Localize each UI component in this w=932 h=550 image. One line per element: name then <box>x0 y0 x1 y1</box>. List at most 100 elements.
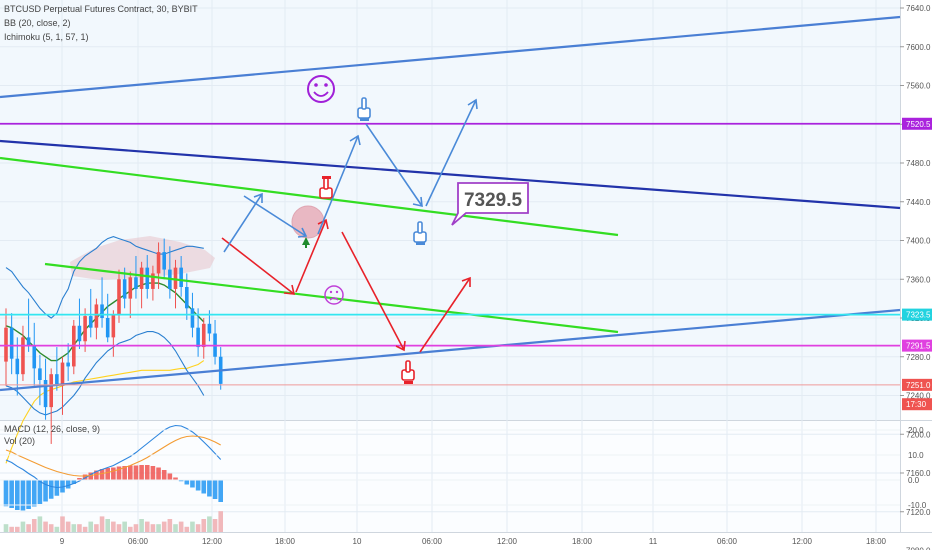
volume-bar <box>65 521 71 532</box>
candle-body <box>145 267 150 289</box>
macd-histogram-bar <box>218 480 223 502</box>
macd-histogram-bar <box>43 480 48 502</box>
price-tag-background <box>902 117 932 130</box>
candle-body <box>83 316 87 342</box>
pointing-hand-red-down-icon <box>401 360 415 384</box>
price-tick-label: 7080.0 <box>906 547 931 550</box>
ichimoku-lower-line <box>5 360 205 464</box>
signal-line <box>5 435 221 477</box>
price-tick-label: 7200.0 <box>906 430 931 439</box>
macd-histogram-bar <box>9 480 14 508</box>
volume-bar <box>212 519 218 532</box>
macd-histogram-bar <box>161 470 167 480</box>
volume-bar <box>139 519 144 532</box>
volume-bar <box>122 521 127 532</box>
macd-line <box>5 424 222 489</box>
horizontal-levels <box>0 122 900 386</box>
macd-histogram-bar <box>173 477 178 480</box>
time-tick-label: 11 <box>649 537 658 546</box>
macd-histogram-bar <box>156 467 161 480</box>
macd-tick-label: 20.0 <box>908 426 924 435</box>
macd-histogram-bar <box>167 473 173 480</box>
candle-body <box>128 277 133 299</box>
candle-body <box>66 362 70 367</box>
candle-body <box>9 327 14 359</box>
volume-bar <box>156 524 161 532</box>
macd-axis[interactable]: 20.0 10.0 0.0 -10.0 <box>0 426 927 510</box>
candle-body <box>38 368 42 380</box>
volume-bar <box>184 526 190 532</box>
candle-body <box>179 267 183 287</box>
price-tick-label: 7560.0 <box>906 82 931 91</box>
candle-body <box>105 318 110 338</box>
volume-bar <box>116 524 122 532</box>
volume-bar <box>54 526 60 532</box>
time-tick-label: 9 <box>60 537 65 546</box>
lower-channel-line[interactable] <box>0 308 901 392</box>
macd-histogram-bar <box>195 480 201 491</box>
highlight-circle[interactable] <box>291 205 325 239</box>
time-tick-label: 18:00 <box>866 537 887 546</box>
macd-histogram-bar <box>128 465 133 480</box>
volume-bar <box>218 511 223 532</box>
macd-histogram-bar <box>3 480 9 507</box>
volume-bar <box>26 524 31 532</box>
volume-bar <box>167 519 173 532</box>
price-tag-background <box>902 339 932 352</box>
candle-body <box>162 252 166 270</box>
candle-body <box>207 323 212 334</box>
time-tick-label: 06:00 <box>422 537 443 546</box>
volume-bar <box>20 521 26 532</box>
candle-body <box>151 273 155 289</box>
price-axis[interactable]: 7640.07600.07560.07520.07480.07440.07400… <box>900 4 931 550</box>
volume-bar <box>94 524 99 532</box>
bb-upper-band <box>5 236 204 319</box>
volume-bar <box>77 524 82 532</box>
volume-bar <box>144 521 150 532</box>
candle-body <box>15 358 20 375</box>
green-upper-trendline[interactable] <box>0 156 619 237</box>
green-lower-trendline[interactable] <box>44 262 619 334</box>
time-axis[interactable]: 9 06:00 12:00 18:00 10 06:00 12:00 18:00 11 06:00… <box>60 537 887 546</box>
price-callout-text: 7329.5 <box>464 190 523 211</box>
macd-histogram-bar <box>37 480 43 504</box>
resistance-trendline[interactable] <box>0 139 901 210</box>
volume-bars <box>3 511 223 532</box>
bb-lower-band <box>5 331 205 416</box>
upper-channel-line[interactable] <box>0 15 901 99</box>
volume-bar <box>99 516 105 532</box>
price-tag-background <box>902 398 932 411</box>
macd-histogram-bar <box>77 478 82 480</box>
price-tag-label: 7291.5 <box>906 342 931 351</box>
time-tick-label: 06:00 <box>128 537 149 546</box>
macd-histogram-bar <box>178 480 184 482</box>
volume-bar <box>133 524 139 532</box>
macd-histogram-bar <box>150 466 156 480</box>
time-tick-label: 18:00 <box>275 537 296 546</box>
volume-bar <box>105 519 110 532</box>
candle-body <box>117 279 121 315</box>
candle-body <box>122 279 127 299</box>
time-tick-label: 12:00 <box>497 537 518 546</box>
volume-bar <box>60 516 65 532</box>
blue-projection-arrows[interactable] <box>223 98 478 253</box>
time-tick-label: 12:00 <box>202 537 223 546</box>
pointing-hand-blue-down-icon <box>413 221 427 245</box>
price-tag-label: 17:30 <box>906 400 927 409</box>
candle-body <box>55 374 59 386</box>
legend-bb: BB (20, close, 2) <box>4 18 71 28</box>
price-tick-label: 7240.0 <box>906 392 931 401</box>
price-callout[interactable]: 7329.5 <box>451 182 529 226</box>
sad-face-icon <box>324 285 344 305</box>
red-projection-arrows[interactable] <box>221 218 471 353</box>
ichimoku-lower-line-layer <box>5 360 205 464</box>
price-tag-background <box>902 378 932 391</box>
macd-histogram-bar <box>116 466 122 480</box>
price-tick-label: 7120.0 <box>906 508 931 517</box>
candle-body <box>196 327 200 348</box>
price-tick-label: 7440.0 <box>906 198 931 207</box>
candle-body <box>94 304 99 328</box>
time-tick-label: 10 <box>353 537 362 546</box>
candle-body <box>4 327 8 362</box>
